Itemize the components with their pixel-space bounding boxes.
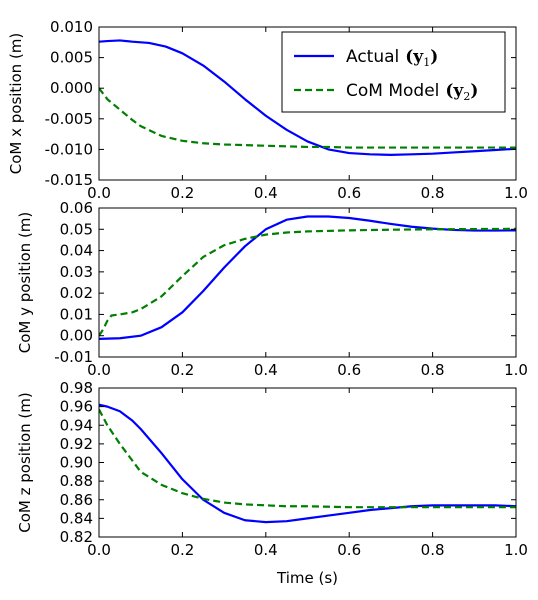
plot-frame	[98, 26, 517, 181]
y-axis-label: CoM x position (m)	[7, 33, 25, 175]
plot-frame	[98, 207, 517, 358]
legend-close: )	[430, 47, 438, 67]
legend-box	[281, 31, 506, 113]
y-tick-label: 0.04	[60, 242, 93, 260]
x-axis-label: Time (s)	[276, 569, 338, 587]
y-tick-label: 0.03	[60, 263, 93, 281]
series-line-1	[99, 403, 516, 524]
y-tick-label: 0.02	[60, 284, 93, 302]
x-tick-label: 0.4	[254, 541, 278, 559]
x-tick-label: 1.0	[504, 541, 528, 559]
y-tick-label: -0.015	[45, 171, 93, 189]
legend-label: CoM Model	[346, 81, 439, 101]
chart-panel-2: 0.0 0.2 0.4 0.6 0.8 1.0 0.06 0.05 0.04 0.03 0.02 0.…	[16, 199, 528, 379]
y-tick-label: 0.010	[50, 18, 93, 36]
y-tick-label: -0.010	[45, 140, 93, 158]
x-tick-label: 0.2	[170, 361, 194, 379]
series-line-1	[99, 39, 516, 157]
y-tick-label: 0.92	[60, 435, 93, 453]
x-tick-label: 0.0	[87, 361, 111, 379]
chart-panel-3: 0.0 0.2 0.4 0.6 0.8 1.00.980.960.940.920.900.…	[16, 379, 528, 587]
x-tick-label: 0.4	[254, 361, 278, 379]
series-line-2	[99, 87, 516, 149]
x-tick-label: 0.6	[337, 541, 361, 559]
y-tick-label: 0.94	[60, 416, 93, 434]
y-tick-label: 0.06	[60, 199, 93, 217]
y-tick-label: -0.005	[45, 110, 93, 128]
y-tick-label: 0.05	[60, 220, 93, 238]
y-tick-label: 0.005	[50, 49, 93, 67]
legend-subscript: 2	[463, 90, 470, 103]
series-line-2	[99, 227, 516, 337]
x-tick-label: 0.8	[421, 361, 445, 379]
legend-entry-2: CoM Model (y2)	[346, 81, 478, 103]
x-tick-label: 0.2	[170, 541, 194, 559]
x-tick-label: 0.0	[87, 184, 111, 202]
legend-math: (y	[405, 47, 424, 67]
legend-label: Actual	[346, 47, 399, 67]
legend-entry-1: Actual (y1)	[346, 47, 438, 69]
y-tick-label: 0.90	[60, 454, 93, 472]
y-tick-label: 0.96	[60, 398, 93, 416]
legend-close: )	[470, 81, 478, 101]
y-tick-label: 0.84	[60, 509, 93, 527]
y-tick-label: 0.00	[60, 327, 93, 345]
legend-subscript: 1	[423, 56, 430, 69]
series-line-2	[99, 408, 516, 509]
x-tick-label: 0.6	[337, 361, 361, 379]
x-tick-label: 0.4	[254, 184, 278, 202]
y-tick-label: 0.88	[60, 472, 93, 490]
y-tick-label: 0.01	[60, 305, 93, 323]
x-tick-label: 0.8	[421, 184, 445, 202]
x-tick-label: 1.0	[504, 361, 528, 379]
y-tick-label: 0.86	[60, 491, 93, 509]
legend: Actual (y1)CoM Model (y2)	[281, 31, 506, 113]
y-tick-label: 0.82	[60, 528, 93, 546]
legend-math: (y	[445, 81, 464, 101]
x-tick-label: 0.6	[337, 184, 361, 202]
x-tick-label: 0.8	[421, 541, 445, 559]
x-tick-label: 0.0	[87, 541, 111, 559]
x-tick-label: 0.2	[170, 184, 194, 202]
series-line-1	[99, 215, 516, 341]
y-tick-label: -0.01	[54, 348, 93, 366]
x-tick-label: 1.0	[504, 184, 528, 202]
plot-frame	[98, 387, 517, 538]
chart-panel-1: 0.0 0.2 0.4 0.6 0.8 1.0 0.010 0.005 0.000 -0.005 -…	[7, 18, 528, 202]
y-axis-label: CoM z position (m)	[16, 392, 34, 533]
y-axis-label: CoM y position (m)	[16, 212, 34, 354]
y-tick-label: 0.98	[60, 379, 93, 397]
y-tick-label: 0.000	[50, 79, 93, 97]
